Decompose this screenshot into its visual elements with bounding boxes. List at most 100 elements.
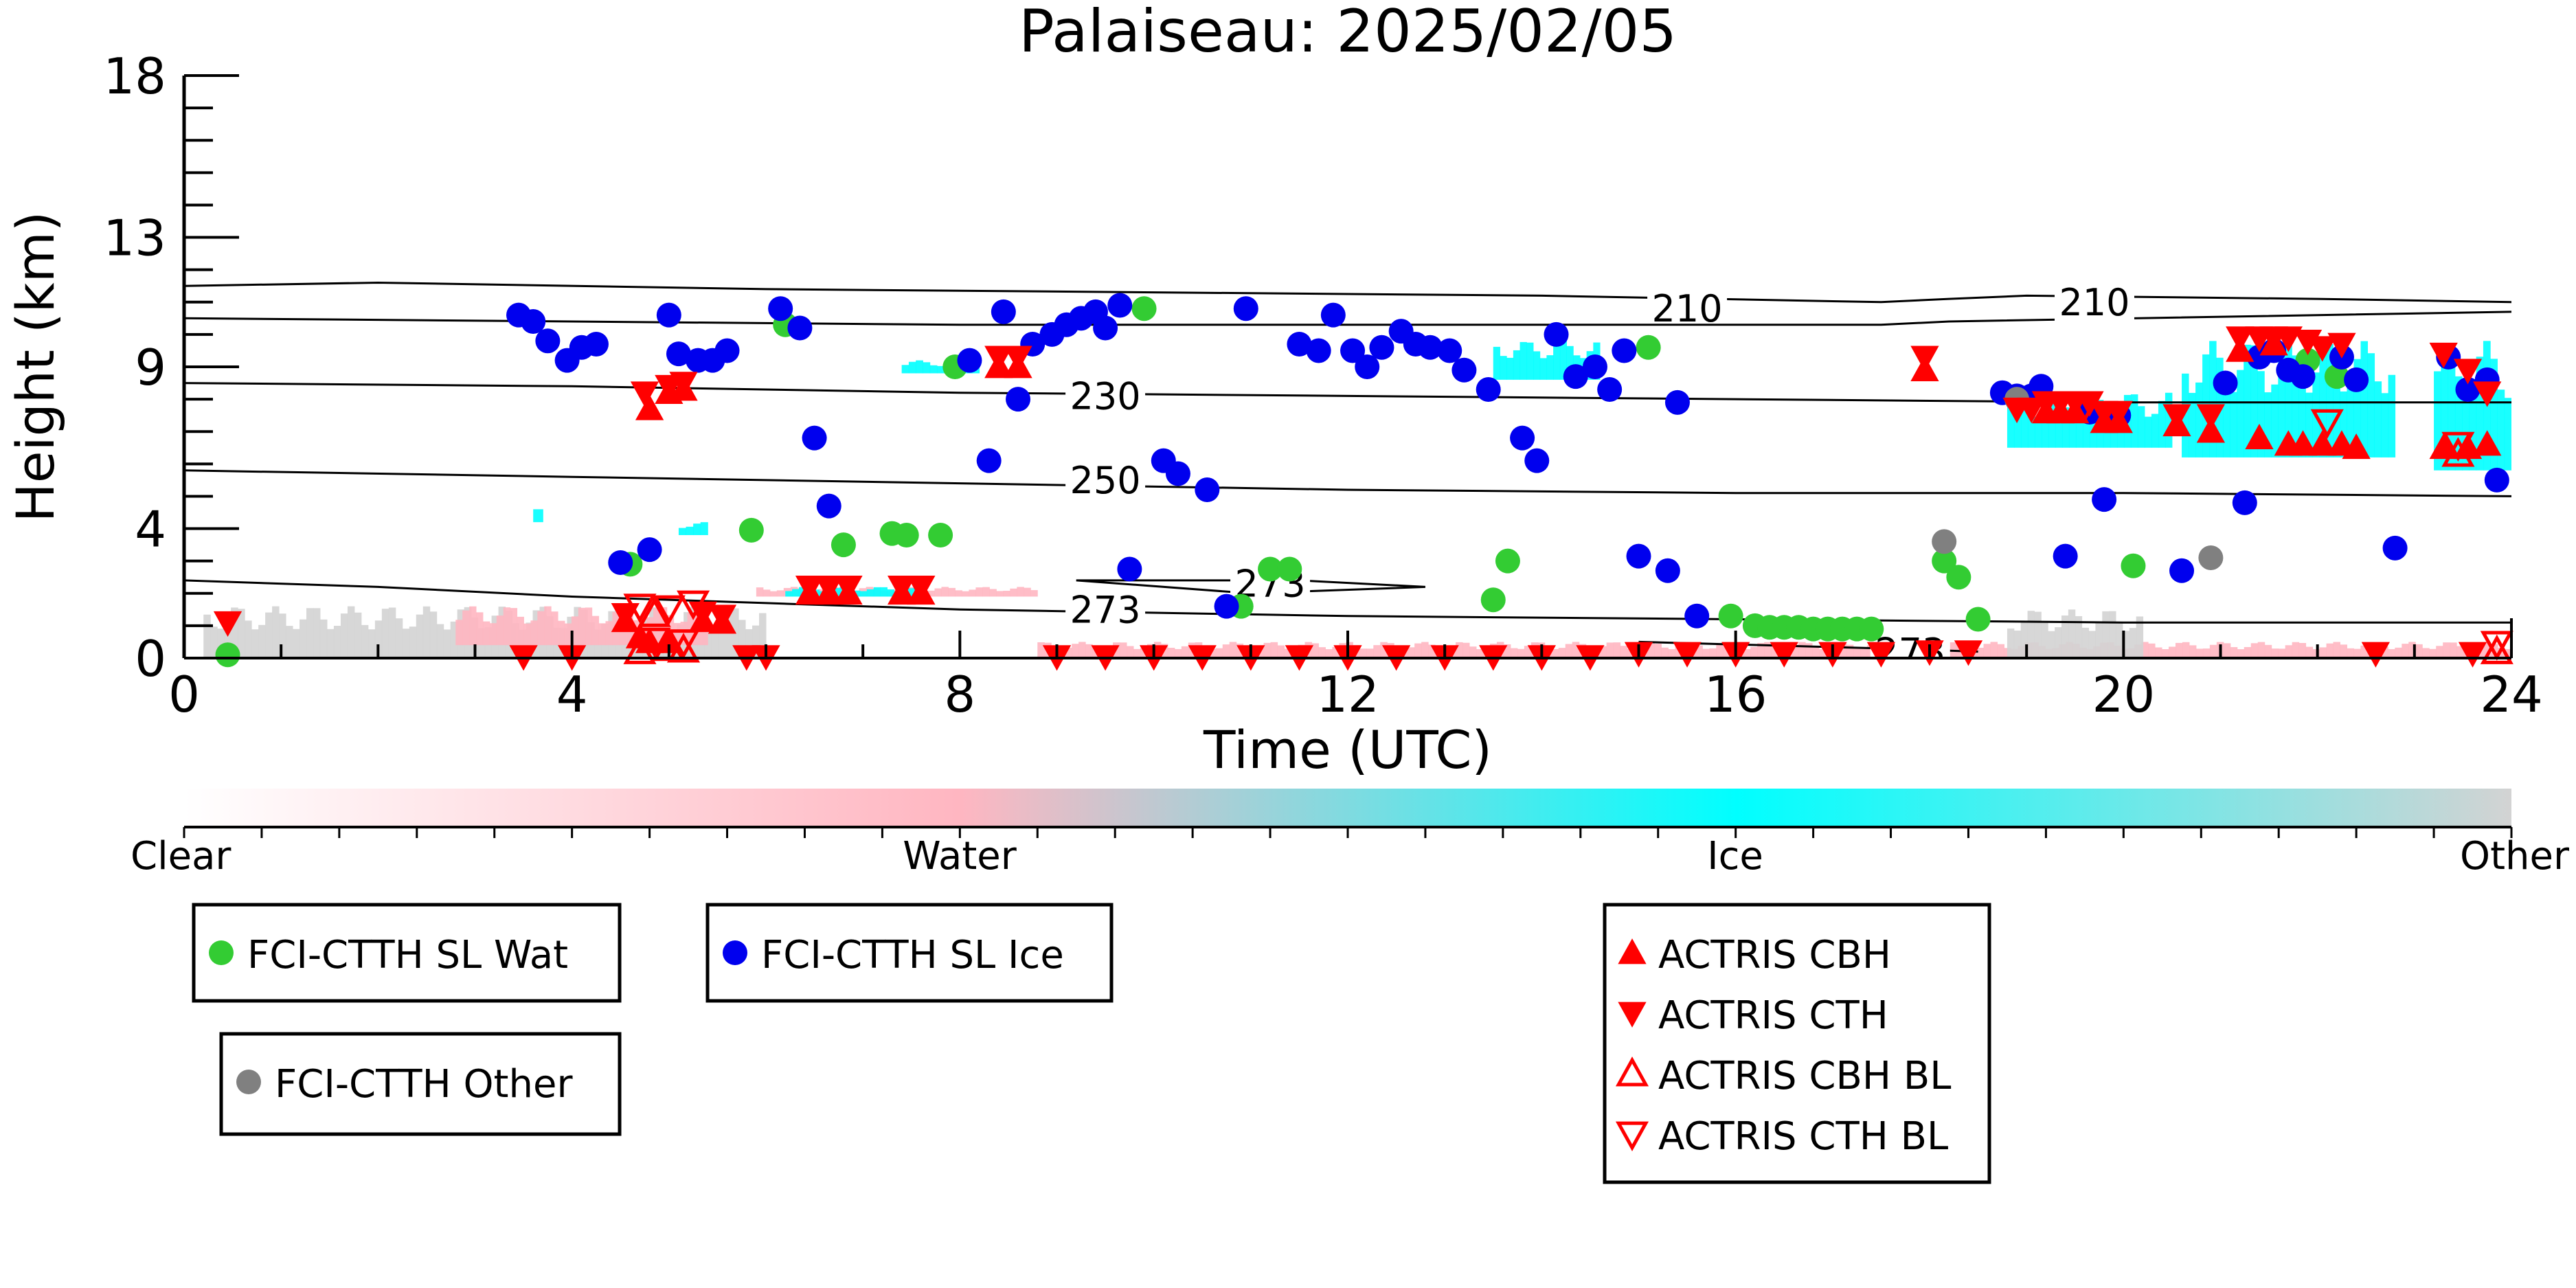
point-fci-ctth-sl-ice bbox=[1320, 302, 1346, 328]
cloud-cell bbox=[429, 611, 438, 658]
point-actris-cth bbox=[2458, 642, 2487, 668]
cloud-cell bbox=[1277, 645, 1285, 658]
cloud-cell bbox=[238, 609, 245, 658]
cloud-cell bbox=[503, 607, 511, 646]
cloud-cell bbox=[2264, 392, 2272, 457]
contour-line bbox=[184, 469, 2511, 497]
cloud-cell bbox=[1647, 642, 1655, 658]
contour-label: 210 bbox=[2059, 281, 2129, 324]
cloud-cell bbox=[1456, 642, 1463, 658]
cloud-cell bbox=[231, 607, 238, 658]
legend-item-fci-ctth-sl-ice: FCI-CTTH SL Ice bbox=[723, 933, 1064, 978]
cloud-cell bbox=[929, 365, 938, 374]
colorbar-label-other: Other bbox=[2460, 834, 2570, 879]
cloud-cell bbox=[2326, 343, 2334, 457]
point-fci-ctth-sl-ice bbox=[1195, 477, 1220, 503]
cloud-cell bbox=[1325, 649, 1333, 658]
cloud-cell bbox=[2116, 622, 2123, 658]
cloud-cell bbox=[1668, 648, 1675, 658]
cloud-cell bbox=[2484, 642, 2492, 658]
cloud-cell bbox=[792, 589, 800, 597]
point-actris-cbh-bl bbox=[637, 597, 671, 627]
cloud-cell bbox=[1558, 648, 1566, 658]
contour-line bbox=[184, 579, 2511, 624]
cloud-cell bbox=[1599, 646, 1607, 658]
cloud-cell bbox=[1414, 643, 1422, 658]
cloud-cell bbox=[711, 629, 719, 658]
cloud-cell bbox=[1750, 646, 1758, 658]
cloud-cell bbox=[2305, 646, 2314, 658]
cloud-cell bbox=[245, 620, 252, 658]
cloud-cell bbox=[1743, 649, 1751, 658]
point-fci-ctth-sl-ice bbox=[666, 341, 691, 367]
legend-label: ACTRIS CTH bbox=[1658, 993, 1888, 1038]
cloud-cell bbox=[2168, 646, 2176, 658]
cloud-cell bbox=[2182, 373, 2189, 457]
point-fci-ctth-sl-wat bbox=[928, 522, 953, 547]
contour-label-bg bbox=[1065, 375, 1146, 417]
cloud-cell bbox=[1167, 648, 1175, 658]
legend-marker-actris-cth-bl bbox=[1615, 1121, 1649, 1151]
point-fci-ctth-sl-wat bbox=[831, 532, 856, 558]
cloud-cell bbox=[1024, 587, 1031, 597]
cloud-cell bbox=[2109, 611, 2116, 658]
cloud-cell bbox=[217, 629, 225, 658]
cloud-cell bbox=[686, 526, 694, 535]
cloud-cell bbox=[2264, 644, 2272, 658]
cloud-cell bbox=[1620, 646, 1628, 658]
cloud-cell bbox=[1476, 648, 1484, 658]
cloud-cell bbox=[762, 589, 771, 597]
point-fci-ctth-sl-wat bbox=[738, 517, 764, 543]
cloud-cell bbox=[1566, 346, 1574, 380]
x-axis-label: Time (UTC) bbox=[1203, 719, 1492, 780]
cloud-cell bbox=[700, 522, 708, 535]
point-actris-cth-bl bbox=[2441, 431, 2475, 462]
point-actris-cth-bl bbox=[2310, 409, 2344, 440]
cloud-cell bbox=[2278, 357, 2285, 457]
point-fci-ctth-sl-ice bbox=[1340, 338, 1366, 363]
cloud-cell bbox=[1085, 644, 1093, 658]
cloud-cell bbox=[2469, 387, 2477, 471]
cloud-cell bbox=[2360, 645, 2368, 658]
cloud-cell bbox=[2209, 341, 2217, 457]
y-tick-label: 4 bbox=[135, 501, 166, 558]
cloud-cell bbox=[203, 614, 211, 658]
cloud-cell bbox=[422, 606, 431, 658]
contour-line bbox=[184, 382, 2511, 404]
x-tick-label: 20 bbox=[2092, 666, 2156, 723]
y-ticks: 0 4 9 13 18 bbox=[103, 47, 239, 688]
x-tick-label: 4 bbox=[556, 666, 588, 723]
legend-item-actris-cbh-bl: ACTRIS CBH BL bbox=[1615, 1054, 1951, 1098]
cloud-cell bbox=[927, 590, 935, 597]
cloud-patch-other bbox=[2007, 609, 2144, 658]
point-actris-cth bbox=[1954, 640, 1983, 666]
cloud-cell bbox=[2075, 413, 2083, 448]
cloud-cell bbox=[476, 612, 484, 646]
cloud-cell bbox=[2165, 392, 2173, 448]
cloud-cell bbox=[2155, 647, 2162, 658]
point-fci-ctth-sl-wat bbox=[1277, 556, 1302, 582]
cloud-cell bbox=[1428, 644, 1436, 658]
cloud-cell bbox=[1174, 648, 1182, 658]
point-fci-ctth-sl-ice bbox=[1476, 376, 1501, 402]
point-actris-cth bbox=[630, 381, 659, 407]
cloud-cell bbox=[1503, 644, 1511, 658]
legend-frame bbox=[219, 1032, 622, 1136]
cloud-cell bbox=[533, 509, 543, 523]
cloud-cell bbox=[1661, 647, 1669, 658]
point-actris-cth bbox=[1673, 642, 1702, 668]
cloud-cell bbox=[258, 624, 266, 658]
cloud-cell bbox=[1539, 358, 1547, 380]
series-actris-cth-bl bbox=[623, 393, 2513, 661]
x-ticks: 0 4 8 12 16 20 24 bbox=[168, 631, 2543, 723]
cloud-cell bbox=[1065, 647, 1072, 658]
cloud-cell bbox=[395, 618, 403, 658]
cloud-cell bbox=[1284, 648, 1292, 658]
cloud-cell bbox=[489, 623, 497, 646]
point-actris-cth bbox=[2017, 397, 2046, 424]
cloud-cell bbox=[482, 621, 490, 646]
contour-label: 273 bbox=[1070, 588, 1141, 631]
cloud-cell bbox=[544, 606, 552, 646]
point-fci-ctth-sl-ice bbox=[1233, 296, 1258, 321]
